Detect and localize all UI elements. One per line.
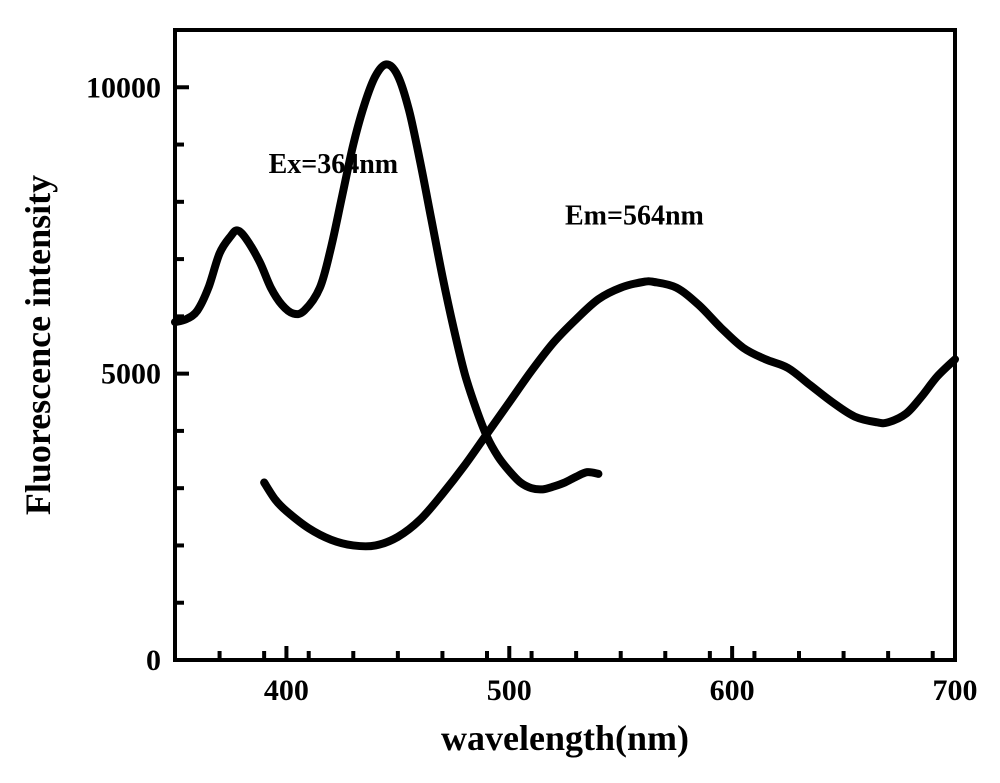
- curve-excitation: [175, 64, 598, 489]
- y-tick-label: 0: [146, 644, 161, 677]
- y-tick-label: 10000: [86, 71, 161, 104]
- fluorescence-spectrum-chart: 400 500 600 700 0 5000 10000 wavelength(nm) Fluo…: [0, 0, 1000, 783]
- annotation-1: Em=564nm: [565, 201, 704, 232]
- x-tick-label: 500: [487, 674, 532, 707]
- x-axis-title: wavelength(nm): [441, 718, 689, 758]
- chart-svg: 400 500 600 700 0 5000 10000 wavelength(nm) Fluo…: [0, 0, 1000, 783]
- y-axis-title: Fluorescence intensity: [18, 175, 58, 515]
- annotation-0: Ex=364nm: [269, 149, 399, 180]
- plot-frame: [175, 30, 955, 660]
- curve-emission: [264, 281, 955, 546]
- x-tick-label: 400: [264, 674, 309, 707]
- x-tick-label: 600: [710, 674, 755, 707]
- x-tick-label: 700: [933, 674, 978, 707]
- y-tick-label: 5000: [101, 358, 161, 391]
